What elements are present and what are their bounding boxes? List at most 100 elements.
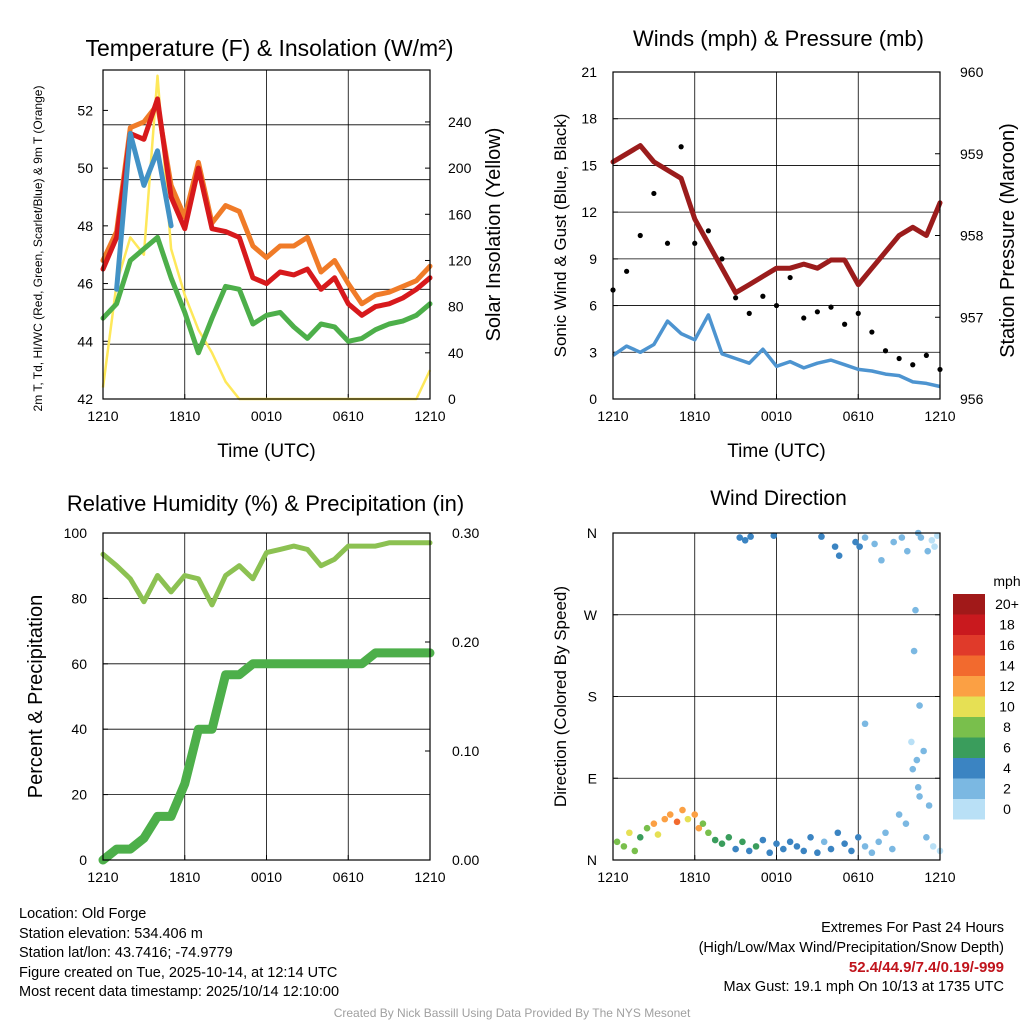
legend-label: 8 bbox=[1003, 719, 1011, 735]
gust-point bbox=[773, 302, 780, 309]
direction-point bbox=[661, 815, 669, 823]
direction-point bbox=[827, 845, 835, 853]
insolation-ylabel: Solar Insolation (Yellow) bbox=[483, 128, 505, 342]
temperature-title: Temperature (F) & Insolation (W/m²) bbox=[85, 35, 453, 61]
legend-swatch bbox=[953, 594, 985, 615]
direction-point bbox=[626, 829, 633, 837]
gust-point bbox=[869, 329, 875, 335]
direction-point bbox=[854, 833, 862, 841]
pressure-ytick-label: 960 bbox=[960, 64, 984, 80]
temperature-xtick-label: 1810 bbox=[169, 408, 200, 424]
direction-point bbox=[902, 820, 910, 827]
legend-label: 16 bbox=[999, 637, 1015, 653]
direction-point bbox=[620, 843, 628, 850]
winds-xtick-label: 0610 bbox=[843, 408, 874, 424]
direction-point bbox=[875, 838, 882, 846]
2m-t-line bbox=[100, 96, 433, 318]
direction-point bbox=[852, 538, 859, 546]
recent-data-text: Most recent data timestamp: 2025/10/14 1… bbox=[19, 984, 340, 1000]
direction-point bbox=[889, 845, 896, 853]
winds-xtick-label: 1210 bbox=[597, 408, 628, 424]
location-text: Location: Old Forge bbox=[19, 906, 147, 922]
temperature-xtick-label: 0610 bbox=[333, 408, 364, 424]
direction-point bbox=[691, 811, 699, 818]
direction-point bbox=[800, 847, 808, 855]
winds-title: Winds (mph) & Pressure (mb) bbox=[633, 26, 924, 51]
gust-point bbox=[828, 304, 834, 310]
insolation-ytick-label: 240 bbox=[448, 114, 472, 130]
station-info: Location: Old Forge Station elevation: 5… bbox=[19, 905, 339, 1003]
sonic-wind-line bbox=[612, 313, 941, 389]
winds-ytick-label: 18 bbox=[581, 111, 597, 127]
direction-xtick-label: 1810 bbox=[679, 869, 710, 885]
gust-point bbox=[882, 348, 889, 354]
temperature-xlabel: Time (UTC) bbox=[217, 441, 316, 462]
direction-xtick-label: 1210 bbox=[597, 869, 628, 885]
direction-frame bbox=[612, 532, 941, 861]
direction-point bbox=[917, 534, 925, 541]
legend-swatch bbox=[953, 758, 985, 779]
temperature-ytick-label: 42 bbox=[77, 391, 93, 407]
direction-point bbox=[834, 829, 842, 837]
direction-point bbox=[904, 547, 911, 555]
direction-point bbox=[916, 793, 923, 800]
max-gust-text: Max Gust: 19.1 mph On 10/13 at 1735 UTC bbox=[723, 978, 1004, 995]
td-line bbox=[100, 234, 433, 356]
pressure-ytick-label: 957 bbox=[960, 309, 984, 325]
direction-point bbox=[650, 820, 658, 827]
gust-point bbox=[842, 321, 848, 327]
humidity-xtick-label: 1810 bbox=[169, 869, 200, 885]
legend-label: 4 bbox=[1003, 760, 1011, 776]
direction-ytick-label: W bbox=[584, 607, 598, 623]
direction-point bbox=[643, 824, 651, 832]
winds-ylabel: Sonic Wind & Gust (Blue, Black) bbox=[551, 114, 570, 358]
humidity-xtick-label: 0610 bbox=[333, 869, 364, 885]
temperature-panel: Temperature (F) & Insolation (W/m²) 42 44 4… bbox=[31, 35, 505, 462]
direction-point bbox=[924, 547, 932, 555]
humidity-panel: Relative Humidity (%) & Precipitation (i… bbox=[25, 491, 479, 885]
humidity-frame bbox=[102, 532, 431, 861]
legend-swatch bbox=[953, 778, 985, 799]
pressure-ytick-label: 956 bbox=[960, 391, 984, 407]
precip-ytick-label: 0.00 bbox=[452, 852, 479, 868]
direction-ytick-label: N bbox=[587, 525, 597, 541]
gust-point bbox=[814, 309, 820, 315]
direction-point bbox=[770, 532, 778, 540]
direction-point bbox=[856, 543, 863, 550]
direction-point bbox=[818, 533, 825, 540]
direction-point bbox=[882, 829, 889, 837]
winds-xlabel: Time (UTC) bbox=[727, 441, 826, 462]
humidity-ytick-label: 0 bbox=[79, 852, 87, 868]
pressure-line bbox=[610, 143, 943, 296]
humidity-ytick-label: 20 bbox=[71, 787, 87, 803]
direction-point bbox=[613, 838, 621, 846]
legend-title: mph bbox=[993, 573, 1020, 589]
direction-point bbox=[929, 843, 937, 850]
winds-frame bbox=[612, 71, 941, 400]
direction-point bbox=[895, 811, 903, 818]
gust-point bbox=[801, 315, 807, 321]
direction-point bbox=[736, 534, 744, 541]
pressure-ylabel: Station Pressure (Maroon) bbox=[997, 123, 1019, 358]
temperature-ytick-label: 52 bbox=[77, 102, 93, 118]
direction-point bbox=[666, 811, 674, 818]
humidity-xtick-label: 0010 bbox=[251, 869, 282, 885]
direction-point bbox=[925, 802, 933, 809]
direction-point bbox=[759, 836, 767, 844]
legend-swatch bbox=[953, 676, 985, 697]
temperature-ytick-label: 48 bbox=[77, 218, 93, 234]
temperature-frame bbox=[102, 69, 431, 400]
legend-swatch bbox=[953, 655, 985, 676]
direction-point bbox=[695, 824, 703, 832]
legend-label: 0 bbox=[1003, 801, 1011, 817]
gust-point bbox=[692, 240, 698, 246]
direction-point bbox=[684, 815, 692, 823]
direction-point bbox=[831, 543, 839, 550]
direction-point bbox=[861, 843, 869, 850]
direction-point bbox=[679, 806, 686, 814]
legend-swatch bbox=[953, 696, 985, 717]
legend-label: 2 bbox=[1003, 781, 1011, 797]
direction-point bbox=[841, 840, 848, 847]
